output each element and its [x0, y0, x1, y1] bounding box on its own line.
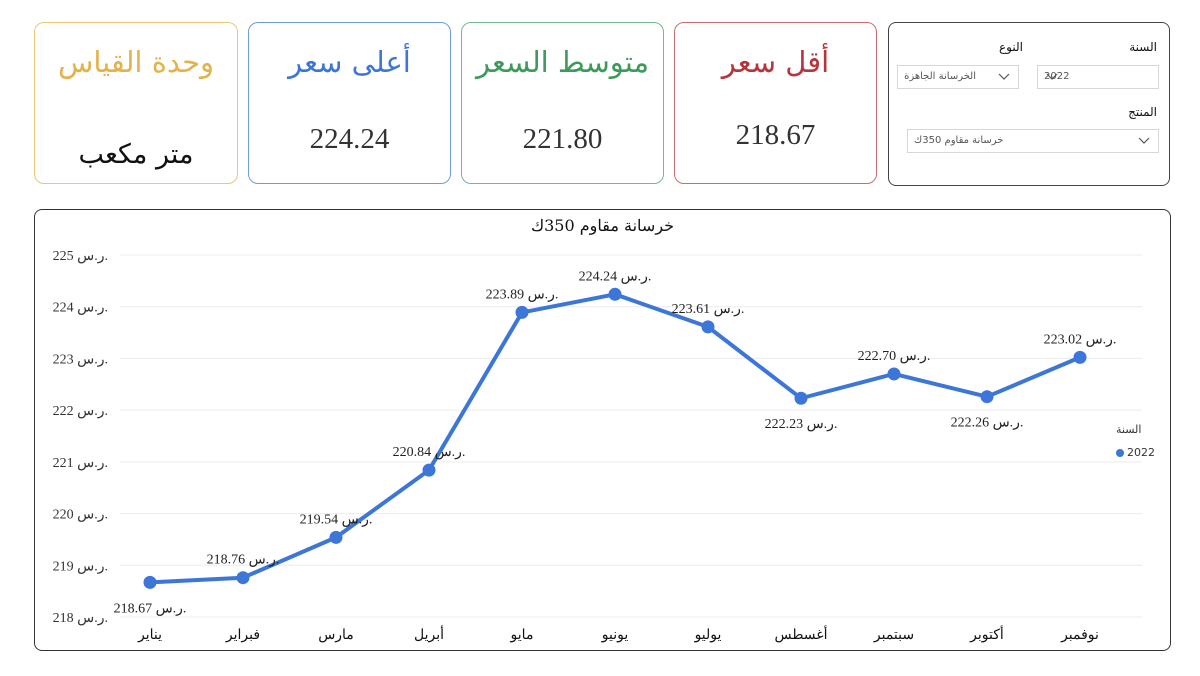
- year-dropdown-value: 2022: [1044, 71, 1070, 82]
- legend-item-label: 2022: [1127, 446, 1155, 459]
- data-point: [1073, 350, 1087, 364]
- data-point: [887, 367, 901, 381]
- x-tick-label: يناير: [137, 627, 162, 643]
- x-tick-label: مارس: [318, 627, 354, 643]
- kpi-avg-title: متوسط السعر: [475, 45, 650, 79]
- y-tick-label: 223 ر.س.: [53, 352, 108, 367]
- type-dropdown[interactable]: الخرسانة الجاهزة: [897, 65, 1019, 89]
- data-point: [608, 287, 622, 301]
- data-point: [980, 390, 994, 404]
- data-label: 222.26 ر.س.: [951, 416, 1024, 431]
- x-tick-label: نوفمبر: [1060, 627, 1099, 643]
- product-filter-label: المنتج: [1128, 105, 1157, 119]
- kpi-card-min: أقل سعر 218.67: [674, 22, 877, 184]
- data-point: [515, 305, 529, 319]
- data-point: [794, 391, 808, 405]
- data-point: [236, 571, 250, 585]
- x-tick-label: سبتمبر: [873, 627, 914, 643]
- year-filter-label: السنة: [1129, 40, 1157, 54]
- product-dropdown-value: خرسانة مقاوم 350ك: [914, 135, 1004, 146]
- year-dropdown[interactable]: 2022: [1037, 65, 1159, 89]
- data-label: 218.67 ر.س.: [114, 601, 187, 616]
- y-tick-label: 219 ر.س.: [53, 559, 108, 574]
- x-tick-label: يونيو: [601, 627, 629, 643]
- data-label: 223.02 ر.س.: [1044, 332, 1117, 347]
- product-dropdown[interactable]: خرسانة مقاوم 350ك: [907, 129, 1159, 153]
- data-label: 223.89 ر.س.: [486, 287, 559, 302]
- kpi-max-value: 224.24: [309, 123, 390, 155]
- chevron-down-icon: [1046, 73, 1058, 80]
- x-tick-label: يوليو: [694, 627, 722, 643]
- type-filter-label: النوع: [999, 40, 1023, 54]
- y-tick-label: 220 ر.س.: [53, 508, 108, 523]
- legend-title: السنة: [1116, 423, 1142, 436]
- kpi-card-max: أعلى سعر 224.24: [248, 22, 451, 184]
- kpi-min-title: أقل سعر: [721, 45, 830, 79]
- y-tick-label: 218 ر.س.: [53, 611, 108, 626]
- data-point: [329, 530, 343, 544]
- kpi-avg-value: 221.80: [522, 123, 603, 155]
- data-point: [143, 575, 157, 589]
- y-tick-label: 224 ر.س.: [53, 301, 108, 316]
- chevron-down-icon: [1138, 137, 1150, 144]
- legend-dot-icon: [1116, 449, 1124, 457]
- legend-item: 2022: [1116, 446, 1155, 459]
- kpi-unit-title: وحدة القياس: [57, 45, 215, 79]
- data-label: 222.70 ر.س.: [858, 349, 931, 364]
- x-tick-label: أغسطس: [774, 624, 827, 643]
- type-dropdown-value: الخرسانة الجاهزة: [904, 71, 976, 82]
- kpi-max-title: أعلى سعر: [288, 45, 411, 79]
- data-label: 222.23 ر.س.: [765, 417, 838, 432]
- chevron-down-icon: [998, 73, 1010, 80]
- data-label: 218.76 ر.س.: [207, 553, 280, 568]
- kpi-card-avg: متوسط السعر 221.80: [461, 22, 664, 184]
- data-label: 223.61 ر.س.: [672, 302, 745, 317]
- data-label: 220.84 ر.س.: [393, 445, 466, 460]
- x-tick-label: أكتوبر: [969, 624, 1004, 643]
- kpi-min-value: 218.67: [735, 119, 816, 151]
- x-tick-label: أبريل: [414, 624, 444, 643]
- x-tick-label: فبراير: [225, 627, 260, 643]
- x-tick-label: مايو: [510, 627, 534, 643]
- data-label: 219.54 ر.س.: [300, 512, 373, 527]
- y-tick-label: 225 ر.س.: [53, 249, 108, 264]
- y-tick-label: 222 ر.س.: [53, 404, 108, 419]
- data-point: [701, 320, 715, 334]
- chart-title: خرسانة مقاوم 350ك: [530, 216, 675, 235]
- kpi-card-unit: وحدة القياس متر مكعب: [34, 22, 238, 184]
- y-tick-label: 221 ر.س.: [53, 456, 108, 471]
- series-line-2022: [148, 292, 1082, 585]
- data-label: 224.24 ر.س.: [579, 269, 652, 284]
- kpi-unit-value: متر مكعب: [78, 139, 194, 170]
- data-point: [422, 463, 436, 477]
- filter-panel: السنة النوع 2022 الخرسانة الجاهزة المنتج…: [888, 22, 1170, 186]
